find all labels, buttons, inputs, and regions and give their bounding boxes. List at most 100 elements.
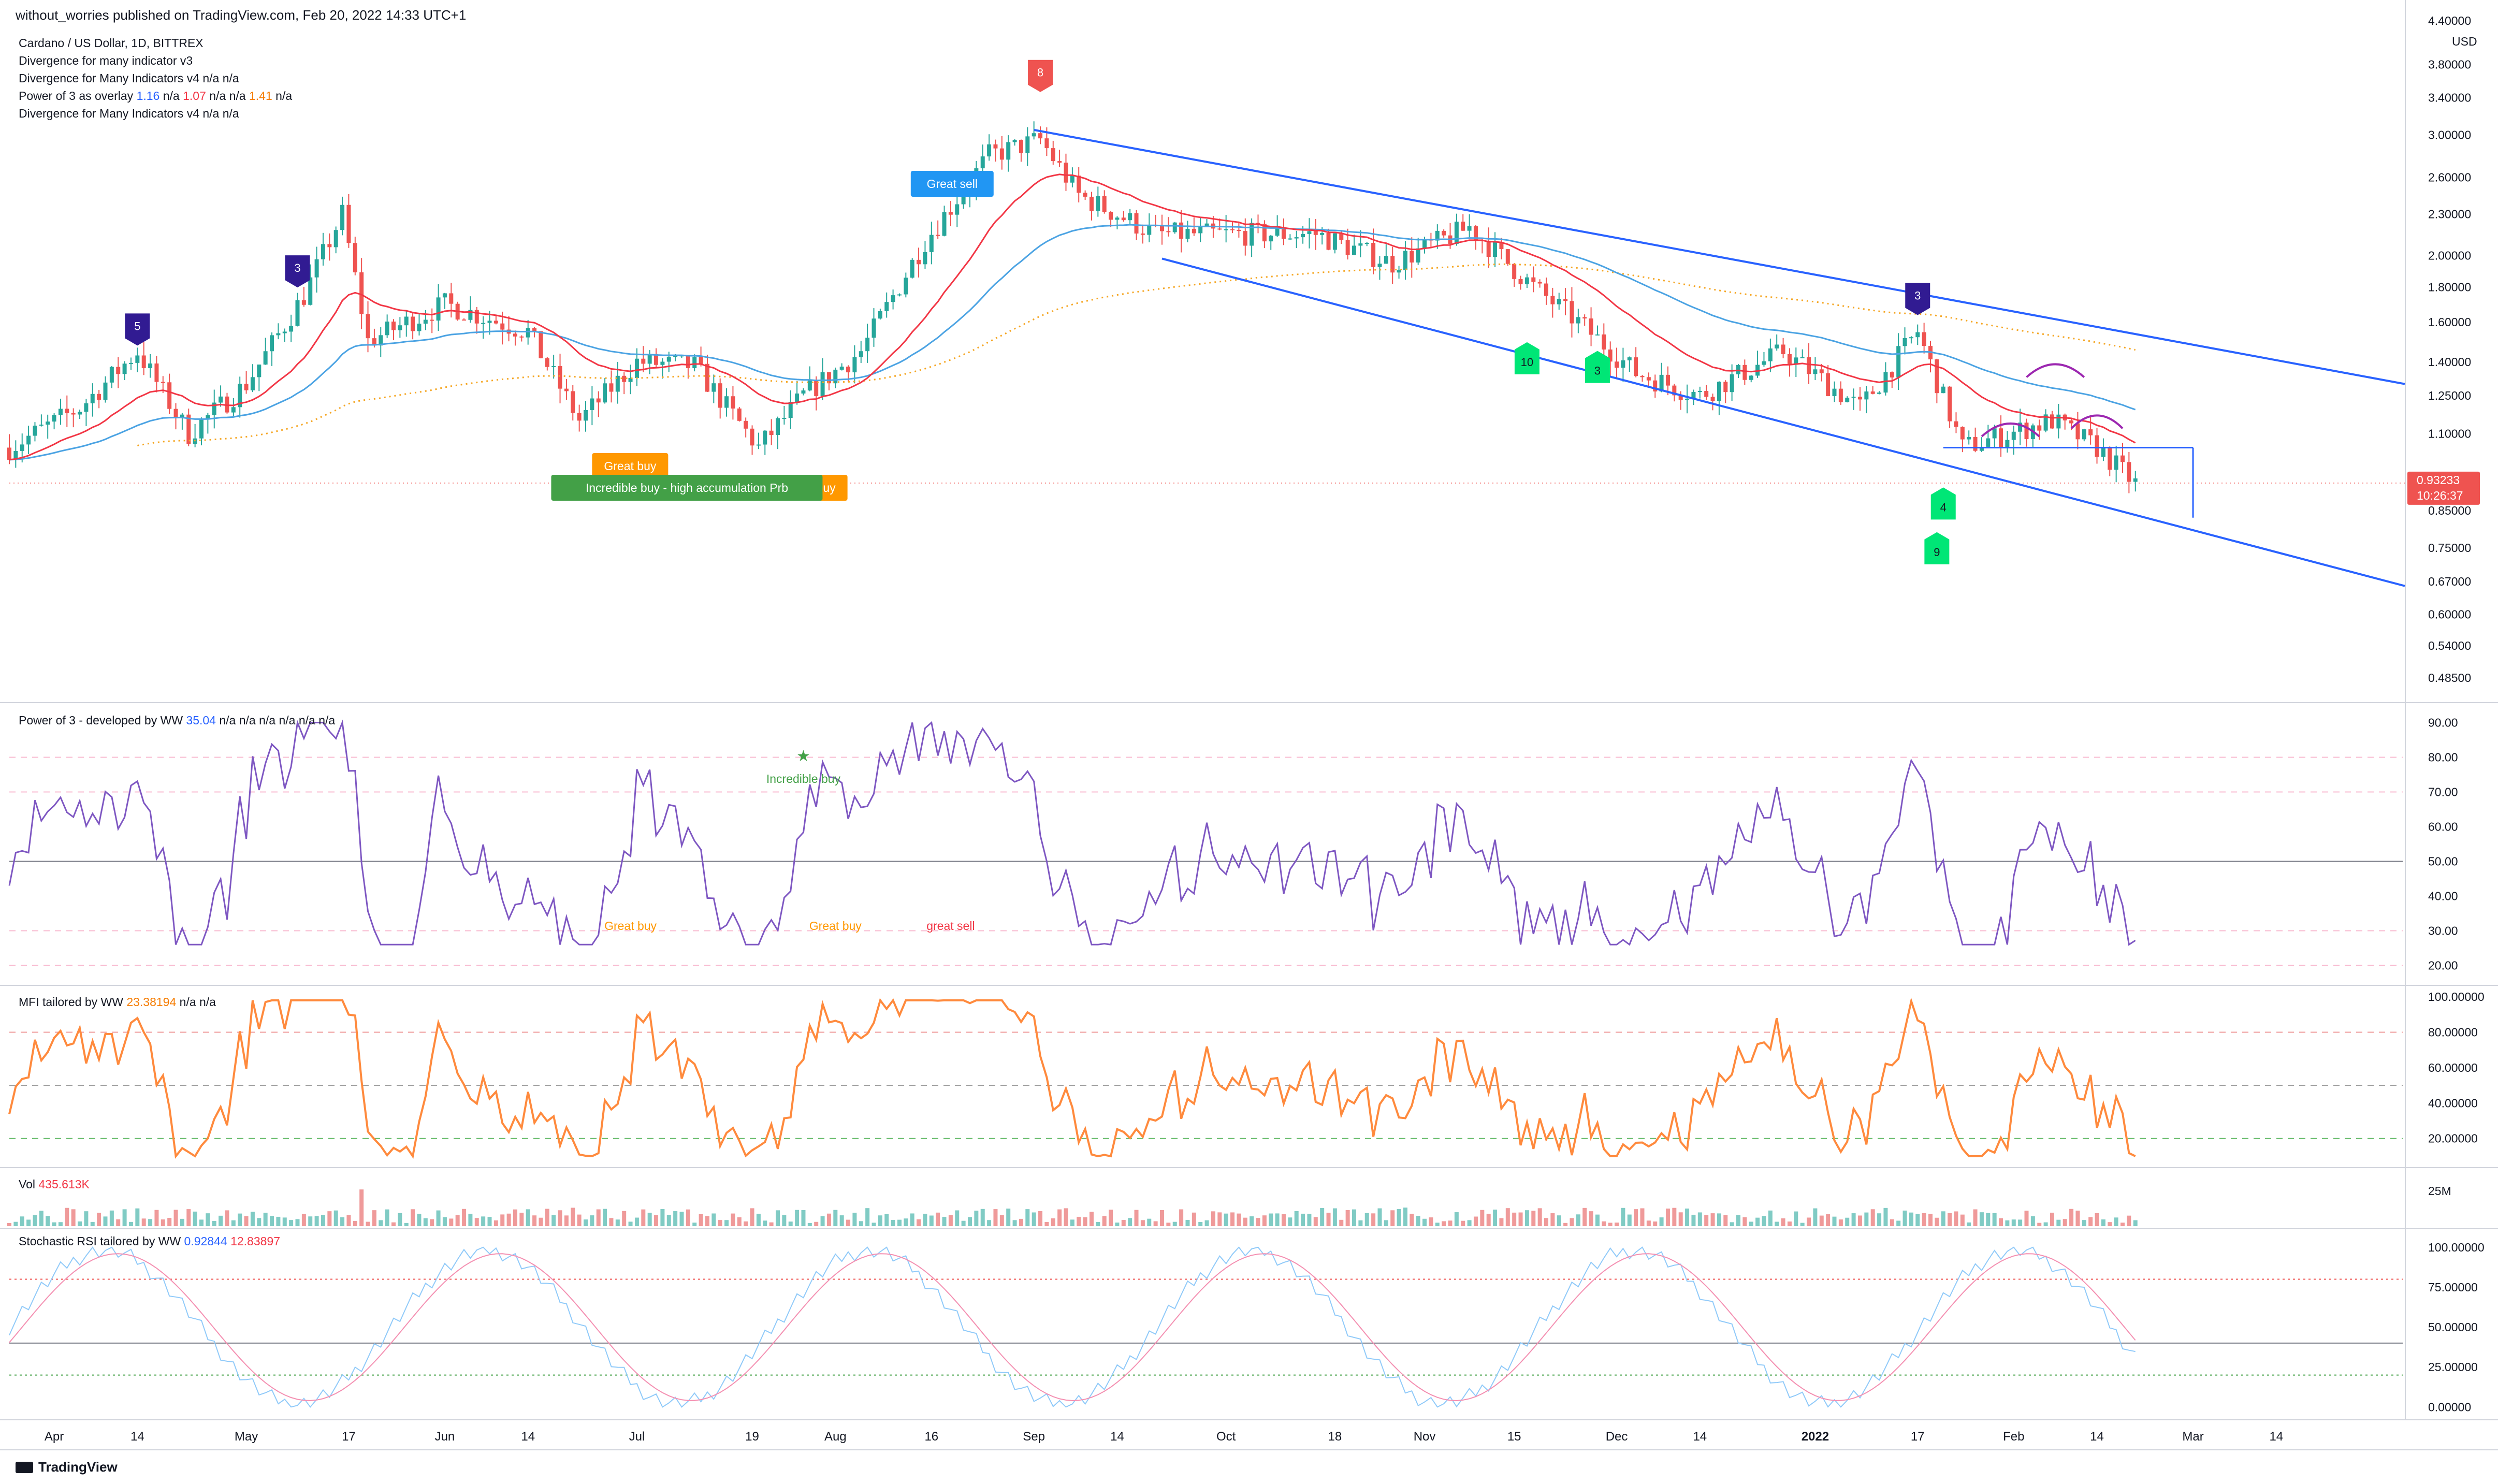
volume-bar [103,1216,108,1226]
legend-power3-value: 35.04 [186,714,216,727]
stoch-axis-label: 50.00000 [2428,1320,2478,1334]
volume-bar [1589,1211,1593,1226]
volume-bar [724,1220,729,1226]
candle [513,333,517,337]
candle [1524,277,1529,285]
candle [26,435,31,445]
legend-divergence-v3[interactable]: Divergence for many indicator v3 [19,54,193,67]
volume-bar [391,1222,396,1226]
power3-great-buy-text: Great buy [809,919,862,933]
candle [1857,397,1862,400]
candle [1615,361,1619,368]
legend-divergence-v4[interactable]: Divergence for Many Indicators v4 n/a n/… [19,71,239,85]
volume-bar [257,1218,262,1226]
candle [1864,391,1869,400]
legend-value-2: 1.07 [183,89,206,103]
candle [1877,392,1882,394]
candle [1345,240,1350,255]
volume-bar [513,1209,517,1226]
candle [244,384,249,390]
legend-stoch-pane[interactable]: Stochastic RSI tailored by WW 0.92844 12… [19,1234,280,1248]
volume-bar [1442,1221,1446,1226]
volume-bar [737,1217,742,1226]
volume-bar [78,1221,82,1226]
volume-bar [1281,1214,1286,1226]
candle [135,355,140,363]
volume-bar [493,1220,498,1226]
candle [769,430,774,435]
candle [724,396,729,408]
time-axis-label: 16 [924,1430,938,1444]
volume-bar [1294,1211,1299,1226]
volume-bar [1697,1212,1702,1226]
legend-power3-overlay[interactable]: Power of 3 as overlay 1.16 n/a 1.07 n/a … [19,89,292,103]
volume-bar [276,1216,281,1226]
volume-bar [39,1211,43,1226]
candle [1134,213,1139,234]
candle [1550,296,1555,304]
volume-bar [1755,1217,1760,1226]
signal-marker-label: 4 [1940,501,1947,514]
legend-divergence-v4-2[interactable]: Divergence for Many Indicators v4 n/a n/… [19,107,239,120]
candle [865,338,870,352]
candle [1557,299,1561,304]
ma-long-dotted [137,263,2136,446]
volume-bar [474,1218,479,1226]
volume-bar [1384,1220,1388,1226]
candle [7,447,11,460]
candle [699,357,703,364]
volume-bar [1332,1208,1337,1226]
candle [2108,447,2112,470]
candle [71,413,76,415]
volume-bar [1665,1209,1670,1226]
legend-vol-pane[interactable]: Vol 435.613K [19,1177,90,1191]
volume-bar [1582,1207,1587,1226]
tradingview-logo[interactable]: TradingView [16,1459,118,1475]
legend-power3-pane[interactable]: Power of 3 - developed by WW 35.04 n/a n… [19,714,335,728]
last-price-tag [2407,471,2480,505]
volume-bar [333,1210,338,1226]
candle [385,322,389,336]
candle [173,409,178,417]
volume-bar [641,1209,646,1226]
volume-bar [1377,1208,1382,1226]
candle [705,363,709,392]
candle [1915,332,1920,338]
volume-bar [1954,1211,1958,1226]
candle [1089,196,1094,211]
candle [1627,357,1632,360]
candle [1294,237,1299,239]
volume-bar [859,1221,863,1226]
volume-bar [84,1211,89,1226]
candle [910,259,914,278]
candle [148,363,153,369]
volume-bar [1493,1210,1498,1226]
volume-bar [1275,1213,1280,1226]
volume-bar [301,1214,306,1226]
volume-bar [199,1219,204,1226]
candle [577,413,582,421]
candle [955,204,960,215]
power3-axis-label: 40.00 [2428,890,2458,903]
volume-bar [2056,1219,2061,1226]
volume-bar [558,1210,562,1226]
legend-stoch-value-1: 0.92844 [184,1234,227,1248]
candle [1410,251,1414,263]
volume-bar [52,1222,56,1226]
candle [1634,357,1638,376]
legend-symbol[interactable]: Cardano / US Dollar, 1D, BITTREX [19,36,204,50]
volume-bar [1890,1219,1894,1226]
volume-bar [423,1218,428,1226]
legend-na-3: n/a [229,89,246,103]
candle [1301,234,1305,238]
candle [212,402,216,415]
legend-na-4: n/a [275,89,293,103]
candle [545,358,549,367]
legend-mfi-pane[interactable]: MFI tailored by WW 23.38194 n/a n/a [19,995,216,1009]
candle [161,382,165,383]
candle [1851,397,1856,398]
candle [314,259,319,278]
volume-bar [1371,1213,1376,1226]
volume-bar [1723,1215,1728,1226]
